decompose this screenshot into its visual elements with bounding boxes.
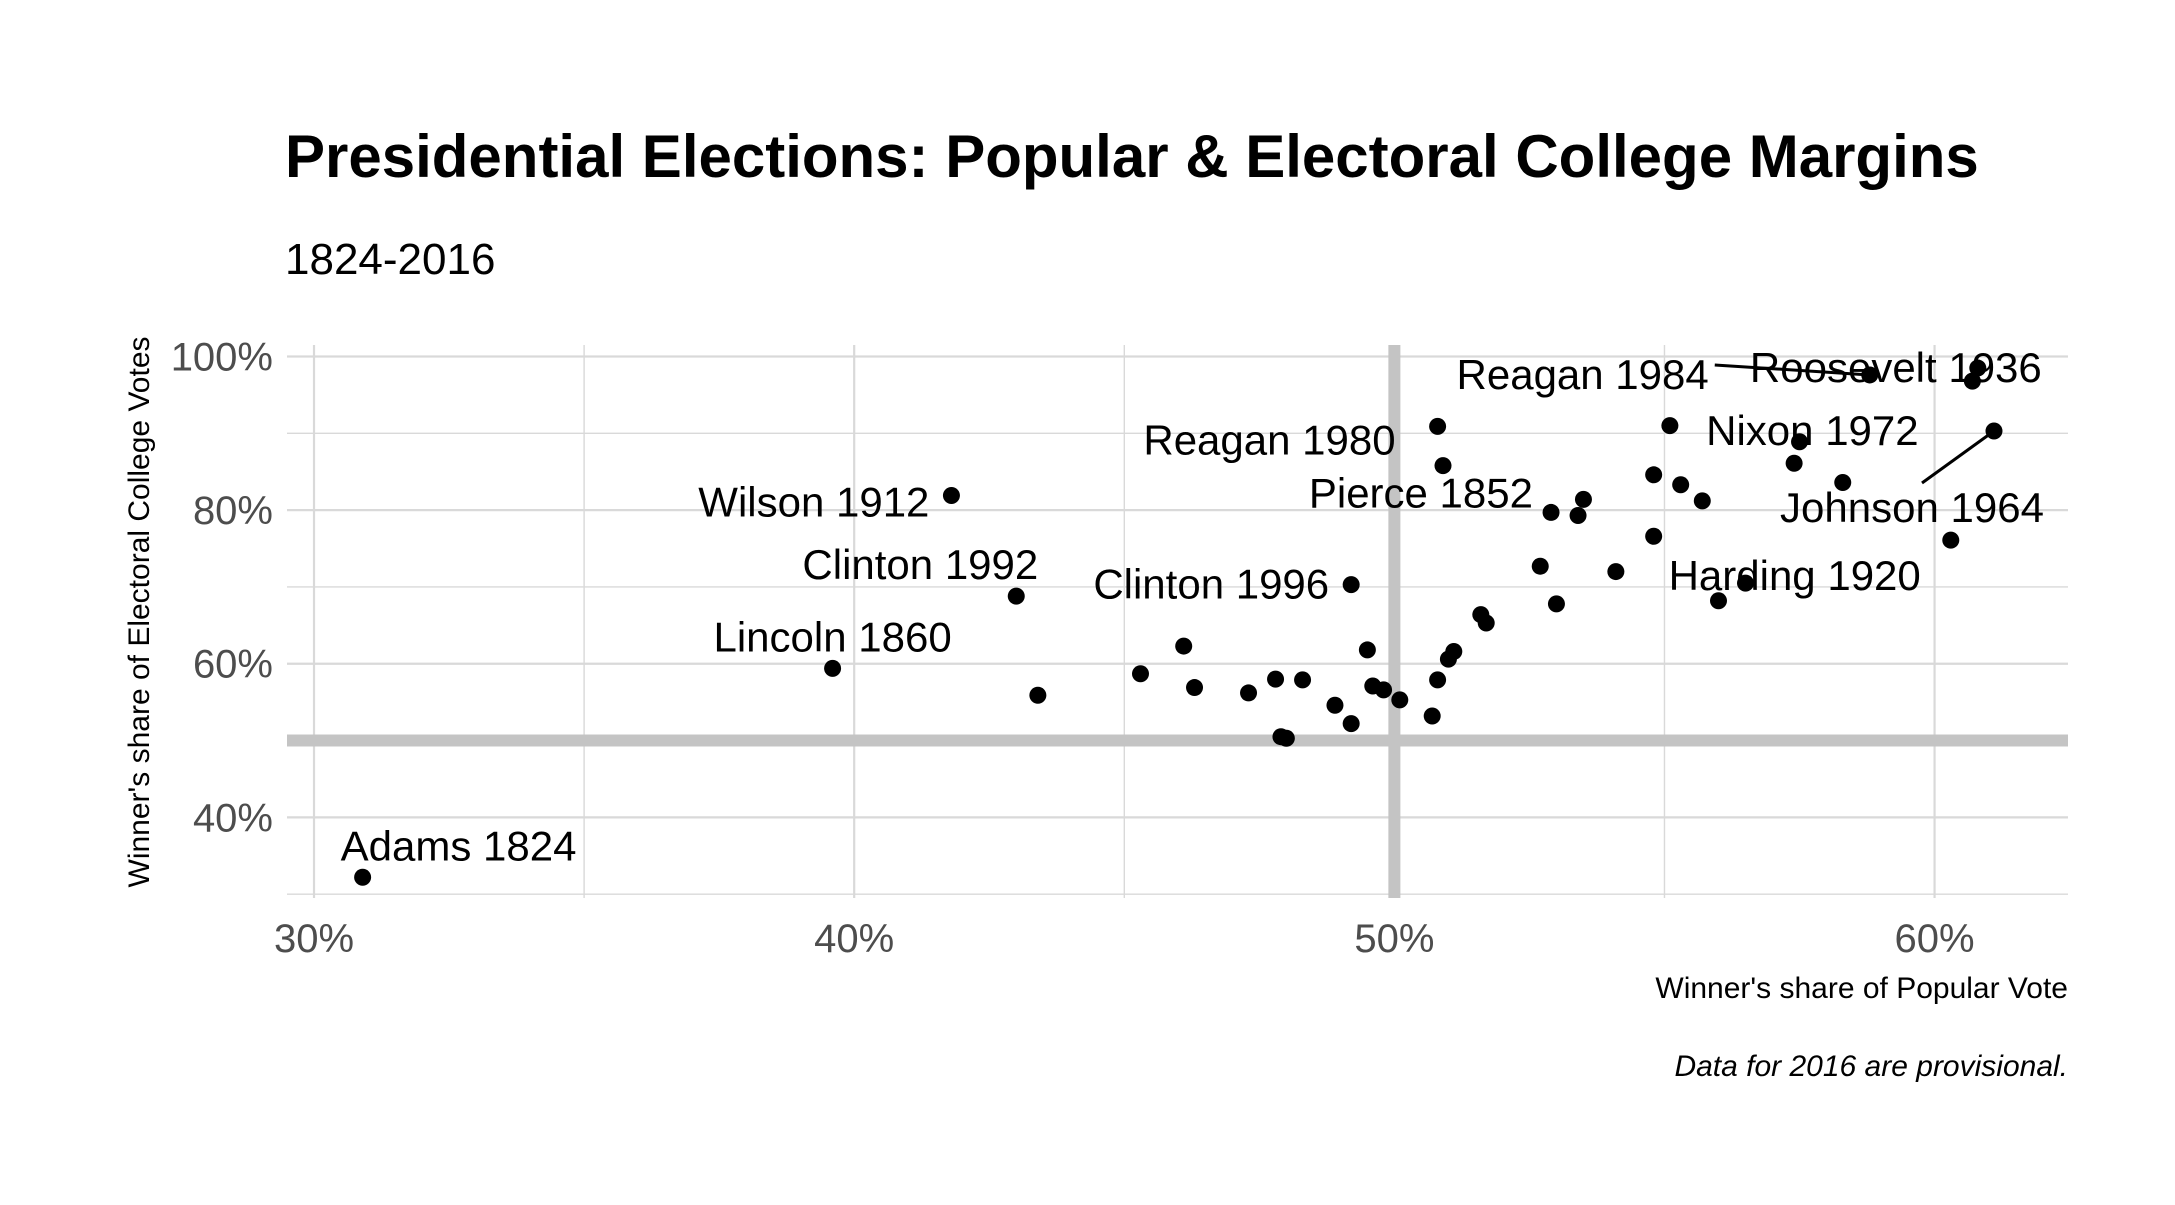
data-point (1709, 592, 1727, 610)
data-point (1672, 476, 1690, 494)
point-label: Nixon 1972 (1706, 407, 1918, 454)
data-point (1423, 707, 1441, 725)
point-label: Wilson 1912 (698, 479, 929, 526)
data-point (1547, 595, 1565, 613)
x-tick-label: 60% (1895, 917, 1975, 961)
point-label: Roosevelt 1936 (1750, 344, 2042, 391)
data-point (1969, 359, 1987, 377)
data-point (1326, 696, 1344, 714)
data-point (1007, 587, 1025, 605)
data-point (1277, 729, 1295, 747)
y-axis-title: Winner's share of Electoral College Vote… (123, 336, 156, 887)
data-point (1175, 637, 1193, 655)
data-point (1429, 417, 1447, 435)
y-tick-label: 80% (193, 489, 273, 533)
x-axis-title: Winner's share of Popular Vote (1655, 972, 2068, 1005)
data-point (1445, 642, 1463, 660)
data-point (1375, 681, 1393, 699)
data-point (1834, 473, 1852, 491)
label-leader-line (1921, 429, 1995, 485)
data-point (1963, 372, 1981, 390)
x-axis-ticks: 30% 40% 50% 60% (274, 917, 1975, 961)
reference-lines (287, 345, 2068, 898)
data-point (1267, 670, 1285, 688)
data-point (1569, 507, 1587, 525)
data-point (1477, 614, 1495, 632)
data-point (1240, 684, 1258, 702)
data-point (1434, 457, 1452, 475)
data-point (942, 487, 960, 505)
point-label: Reagan 1984 (1457, 351, 1709, 398)
label-leader-line (1714, 363, 1870, 377)
y-axis-ticks: 40% 60% 80% 100% (171, 336, 273, 841)
data-point (1693, 492, 1711, 510)
point-label: Adams 1824 (341, 822, 577, 869)
data-point (1531, 557, 1549, 575)
data-point (1645, 466, 1663, 484)
data-point (1574, 490, 1592, 508)
label-leader-lines (1714, 363, 1995, 485)
data-point (1861, 366, 1879, 384)
chart-title: Presidential Elections: Popular & Electo… (285, 123, 1979, 190)
data-point (1985, 422, 2003, 440)
data-point (1661, 417, 1679, 435)
point-label: Pierce 1852 (1309, 470, 1533, 517)
data-point (1342, 715, 1360, 733)
point-label: Harding 1920 (1669, 552, 1921, 599)
data-point (1358, 641, 1376, 659)
point-label: Johnson 1964 (1780, 484, 2044, 531)
data-point (1542, 503, 1560, 521)
x-tick-label: 40% (814, 917, 894, 961)
data-point (1342, 576, 1360, 594)
data-point (1785, 454, 1803, 472)
x-tick-label: 50% (1354, 917, 1434, 961)
data-point (1645, 527, 1663, 545)
y-tick-label: 100% (171, 336, 273, 380)
data-point (1029, 686, 1047, 704)
point-label: Lincoln 1860 (713, 613, 951, 660)
chart-caption: Data for 2016 are provisional. (1674, 1050, 2068, 1083)
data-point (354, 868, 372, 886)
data-point (1294, 671, 1312, 689)
data-point (1429, 671, 1447, 689)
data-point (1391, 691, 1409, 709)
point-label: Clinton 1992 (802, 541, 1038, 588)
data-point (1607, 563, 1625, 581)
y-tick-label: 60% (193, 643, 273, 687)
y-tick-label: 40% (193, 796, 273, 840)
chart-subtitle: 1824-2016 (285, 235, 495, 284)
data-point (1791, 433, 1809, 451)
data-point (824, 659, 842, 677)
data-point (1942, 531, 1960, 549)
point-label: Reagan 1980 (1143, 416, 1395, 463)
point-labels: Adams 1824 Lincoln 1860 Wilson 1912 Clinton… (341, 344, 2044, 869)
data-point (1131, 665, 1149, 683)
x-tick-label: 30% (274, 917, 354, 961)
data-point (1186, 679, 1204, 697)
data-point (1737, 574, 1755, 592)
point-label: Clinton 1996 (1093, 561, 1329, 608)
data-points (354, 359, 2003, 886)
